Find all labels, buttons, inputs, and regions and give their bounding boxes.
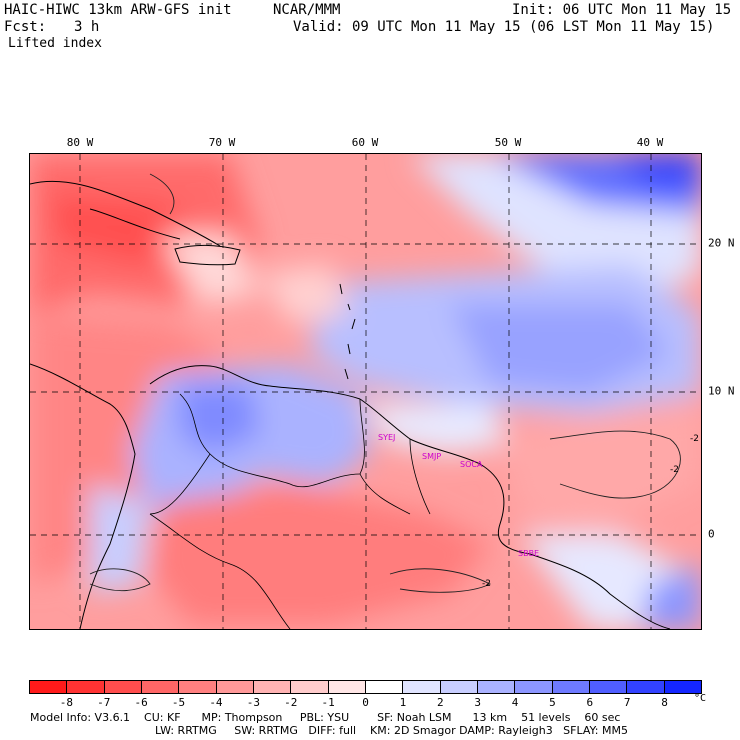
colorbar-tick-label: 0 <box>362 696 369 709</box>
lon-label: 40 W <box>636 136 664 149</box>
colorbar-swatch <box>365 681 404 693</box>
colorbar-unit: °C <box>694 693 707 704</box>
colorbar-tick-label: -3 <box>246 696 260 709</box>
colorbar-swatch <box>627 681 665 693</box>
lat-label: 0 <box>708 527 715 541</box>
colorbar-swatch <box>403 681 441 693</box>
colorbar <box>29 680 702 694</box>
forecast-label: Fcst: <box>4 19 47 35</box>
organization: NCAR/MMM <box>273 2 341 18</box>
station-label: SBBE <box>518 549 539 558</box>
contour-label: -2 <box>670 465 679 475</box>
lifted-index-map: -2 -2 -2 SYEJ SMJP SOCA SBBE <box>29 153 702 630</box>
lon-label: 50 W <box>494 136 522 149</box>
colorbar-tick-label: 8 <box>661 696 668 709</box>
map-canvas: -2 -2 -2 SYEJ SMJP SOCA SBBE <box>29 154 701 630</box>
lat-label: 10 N <box>708 384 735 398</box>
field-shading <box>30 154 701 629</box>
lon-label: 80 W <box>66 136 94 149</box>
colorbar-tick-label: 4 <box>511 696 519 709</box>
colorbar-swatch <box>104 681 142 693</box>
lon-label: 60 W <box>351 136 379 149</box>
colorbar-swatch <box>216 681 254 693</box>
station-label: SMJP <box>422 452 441 461</box>
colorbar-tick-label: 5 <box>549 696 556 709</box>
contour-label: -2 <box>482 579 491 589</box>
model-info-line2: LW: RRTMG SW: RRTMG DIFF: full KM: 2D Sm… <box>155 724 628 737</box>
colorbar-tick-label: -4 <box>209 696 223 709</box>
colorbar-tick-label: -1 <box>321 696 335 709</box>
contours <box>89 173 681 593</box>
colorbar-swatch <box>664 681 701 693</box>
colorbar-swatch <box>328 681 366 693</box>
colorbar-tick-label: -5 <box>171 696 186 709</box>
field-name: Lifted index <box>8 36 102 51</box>
colorbar-tick-label: 7 <box>623 696 631 709</box>
station-markers: SYEJ SMJP SOCA SBBE <box>378 433 539 558</box>
colorbar-swatch <box>67 681 105 693</box>
colorbar-tick-label: -7 <box>97 696 111 709</box>
borders <box>149 393 431 630</box>
colorbar-swatch <box>552 681 590 693</box>
valid-time: Valid: 09 UTC Mon 11 May 15 (06 LST Mon … <box>293 19 715 35</box>
colorbar-tick-label: 2 <box>436 696 444 709</box>
colorbar-swatch <box>253 681 292 693</box>
colorbar-swatch <box>589 681 628 693</box>
colorbar-swatch <box>141 681 180 693</box>
colorbar-tick-label: 6 <box>586 696 594 709</box>
colorbar-tick-label: -8 <box>59 696 73 709</box>
colorbar-tick-label: 1 <box>399 696 407 709</box>
colorbar-swatch <box>477 681 516 693</box>
model-title: HAIC-HIWC 13km ARW-GFS init <box>4 2 232 18</box>
colorbar-tick-label: 3 <box>474 696 481 709</box>
colorbar-tick-label: -6 <box>134 696 148 709</box>
lon-label: 70 W <box>208 136 236 149</box>
forecast-hour: 3 h <box>74 19 100 35</box>
station-label: SYEJ <box>378 433 395 442</box>
graticule <box>30 154 701 629</box>
lat-label: 20 N <box>708 236 735 250</box>
colorbar-swatch <box>291 681 329 693</box>
station-label: SOCA <box>460 460 483 469</box>
contour-label: -2 <box>690 434 699 444</box>
contour-labels: -2 -2 -2 <box>482 434 699 589</box>
colorbar-swatch <box>440 681 478 693</box>
colorbar-swatch <box>179 681 217 693</box>
model-info-line1: Model Info: V3.6.1 CU: KF MP: Thompson P… <box>30 711 621 724</box>
colorbar-swatch <box>515 681 553 693</box>
colorbar-tick-label: -2 <box>284 696 298 709</box>
init-time: Init: 06 UTC Mon 11 May 15 <box>512 2 732 18</box>
colorbar-swatch <box>30 681 68 693</box>
